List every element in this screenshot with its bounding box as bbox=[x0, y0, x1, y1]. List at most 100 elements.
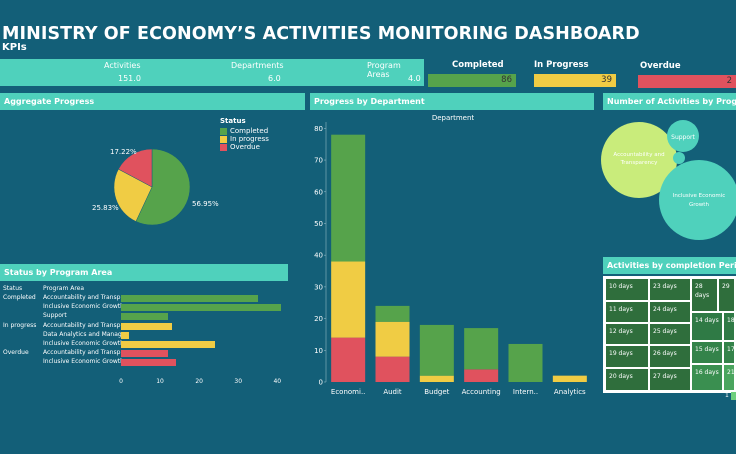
x-tick-label: 40 bbox=[273, 378, 281, 385]
program-bar[interactable] bbox=[121, 313, 168, 321]
category-label: Intern.. bbox=[513, 388, 538, 396]
legend-swatch-completed bbox=[220, 127, 227, 135]
category-label: Analytics bbox=[554, 388, 586, 396]
pie-slices bbox=[113, 148, 191, 226]
kpi-bar: Activities 151.0 Departments 6.0 Program… bbox=[0, 59, 424, 86]
program-bar[interactable] bbox=[121, 341, 215, 348]
treemap-cell[interactable]: 11 days bbox=[605, 301, 649, 323]
x-tick-label: 10 bbox=[156, 378, 164, 385]
kpi-overdue-label: Overdue bbox=[640, 61, 681, 71]
y-tick-label: 0 bbox=[319, 379, 323, 387]
y-tick-label: 10 bbox=[314, 347, 323, 355]
y-tick-label: 80 bbox=[314, 125, 323, 133]
bar-in-progress[interactable] bbox=[552, 375, 587, 382]
department-bars bbox=[331, 134, 587, 382]
program-label: Support bbox=[43, 312, 67, 320]
treemap-cell[interactable]: 15 days bbox=[691, 341, 723, 364]
kpi-activities-value: 151.0 bbox=[118, 74, 141, 83]
bar-completed[interactable] bbox=[508, 343, 543, 382]
treemap-cell[interactable]: 16 days bbox=[691, 364, 723, 391]
category-label: Accounting bbox=[462, 388, 501, 396]
bubble-data-analytics[interactable] bbox=[673, 152, 685, 164]
bubble-inclusive-growth[interactable] bbox=[659, 160, 736, 240]
bar-in-progress[interactable] bbox=[375, 321, 410, 357]
program-bar[interactable] bbox=[121, 304, 282, 312]
treemap-cell[interactable]: 23 days bbox=[649, 278, 691, 301]
treemap-cell[interactable]: 20 days bbox=[605, 368, 649, 391]
kpi-completed-bar: 86 bbox=[428, 74, 516, 87]
status-program-header: Status by Program Area bbox=[0, 264, 288, 281]
kpi-program-areas-value: 4.0 bbox=[408, 74, 421, 83]
program-label: Accountability and Transp.. bbox=[43, 294, 125, 301]
bar-overdue[interactable] bbox=[375, 356, 410, 382]
treemap-cell[interactable]: 24 days bbox=[649, 301, 691, 323]
bubble-accountability[interactable] bbox=[601, 122, 677, 198]
legend-item-in-progress[interactable]: In progress bbox=[220, 135, 269, 143]
treemap-cell[interactable]: 21 bbox=[723, 364, 734, 391]
kpi-in-progress-label: In Progress bbox=[534, 60, 589, 70]
legend-item-completed[interactable]: Completed bbox=[220, 127, 269, 135]
bar-completed[interactable] bbox=[419, 324, 454, 376]
dashboard-title: MINISTRY OF ECONOMY’S ACTIVITIES MONITOR… bbox=[2, 24, 640, 44]
bar-completed[interactable] bbox=[331, 134, 366, 262]
bubble-label-support: Support bbox=[671, 134, 695, 141]
program-bubble-chart: Accountability and Transparency Support … bbox=[601, 120, 736, 240]
kpi-completed-label: Completed bbox=[452, 60, 504, 70]
program-label: Inclusive Economic Growth bbox=[43, 358, 124, 366]
aggregate-progress-header: Aggregate Progress bbox=[0, 93, 305, 110]
status-program-ticks: 0 10 20 30 40 bbox=[119, 378, 281, 385]
completion-treemap: 10 days 23 days 28 days 29 11 days 24 da… bbox=[603, 276, 736, 393]
y-tick-label: 20 bbox=[314, 315, 323, 323]
status-program-x-axis: 0 10 20 30 40 bbox=[119, 378, 281, 385]
treemap-cell[interactable]: 29 bbox=[718, 278, 734, 312]
legend-label-overdue: Overdue bbox=[230, 143, 260, 151]
kpi-in-progress-bar: 39 bbox=[534, 74, 616, 87]
treemap-cell[interactable]: 25 days bbox=[649, 323, 691, 345]
completion-period-header: Activities by completion Period bbox=[603, 257, 736, 274]
legend-item-overdue[interactable]: Overdue bbox=[220, 143, 269, 151]
status-label: Overdue bbox=[3, 349, 29, 357]
bar-completed[interactable] bbox=[464, 328, 499, 370]
y-tick-label: 70 bbox=[314, 157, 323, 165]
bar-in-progress[interactable] bbox=[419, 375, 454, 382]
legend-label-completed: Completed bbox=[230, 127, 269, 135]
treemap-cell[interactable]: 18 bbox=[723, 312, 734, 341]
status-label: In progress bbox=[3, 321, 37, 329]
treemap-cell[interactable]: 19 days bbox=[605, 345, 649, 368]
status-col-header: Status bbox=[3, 285, 23, 292]
pie-slice-completed[interactable] bbox=[135, 148, 191, 226]
treemap-cell[interactable]: 17 bbox=[723, 341, 734, 364]
category-label: Economi.. bbox=[331, 388, 366, 396]
treemap-cell[interactable]: 26 days bbox=[649, 345, 691, 368]
kpi-program-areas-label: Program Areas bbox=[367, 61, 401, 79]
program-bar[interactable] bbox=[121, 331, 129, 339]
program-label: Accountability and Transp.. bbox=[43, 349, 125, 357]
kpi-departments-label: Departments bbox=[231, 61, 284, 70]
bar-in-progress[interactable] bbox=[331, 261, 366, 338]
y-tick-label: 50 bbox=[314, 220, 323, 228]
program-bar[interactable] bbox=[121, 350, 168, 358]
pie-slice-overdue[interactable] bbox=[118, 148, 153, 188]
y-tick-label: 60 bbox=[314, 188, 323, 196]
kpi-departments-value: 6.0 bbox=[268, 74, 281, 83]
y-tick-label: 30 bbox=[314, 283, 323, 291]
program-bar[interactable] bbox=[121, 322, 172, 330]
x-tick-label: 0 bbox=[119, 378, 123, 385]
treemap-cell[interactable]: 10 days bbox=[605, 278, 649, 301]
treemap-cell[interactable]: 28 days bbox=[691, 278, 718, 312]
program-bar[interactable] bbox=[121, 359, 176, 367]
department-y-axis: 0 10 20 30 40 50 60 70 80 bbox=[314, 122, 327, 387]
bubble-support[interactable] bbox=[667, 120, 699, 152]
bar-overdue[interactable] bbox=[331, 337, 366, 382]
program-activities-header: Number of Activities by Program bbox=[603, 93, 736, 110]
bar-completed[interactable] bbox=[375, 305, 410, 322]
treemap-cell[interactable]: 12 days bbox=[605, 323, 649, 345]
program-col-header: Program Area bbox=[43, 285, 85, 292]
kpis-subtitle: KPIs bbox=[2, 42, 27, 53]
program-bar[interactable] bbox=[121, 295, 258, 302]
x-tick-label: 20 bbox=[195, 378, 203, 385]
bar-overdue[interactable] bbox=[464, 369, 499, 382]
bubble-label-inclusive-2: Growth bbox=[689, 202, 709, 208]
treemap-cell[interactable]: 14 days bbox=[691, 312, 723, 341]
treemap-cell[interactable]: 27 days bbox=[649, 368, 691, 391]
